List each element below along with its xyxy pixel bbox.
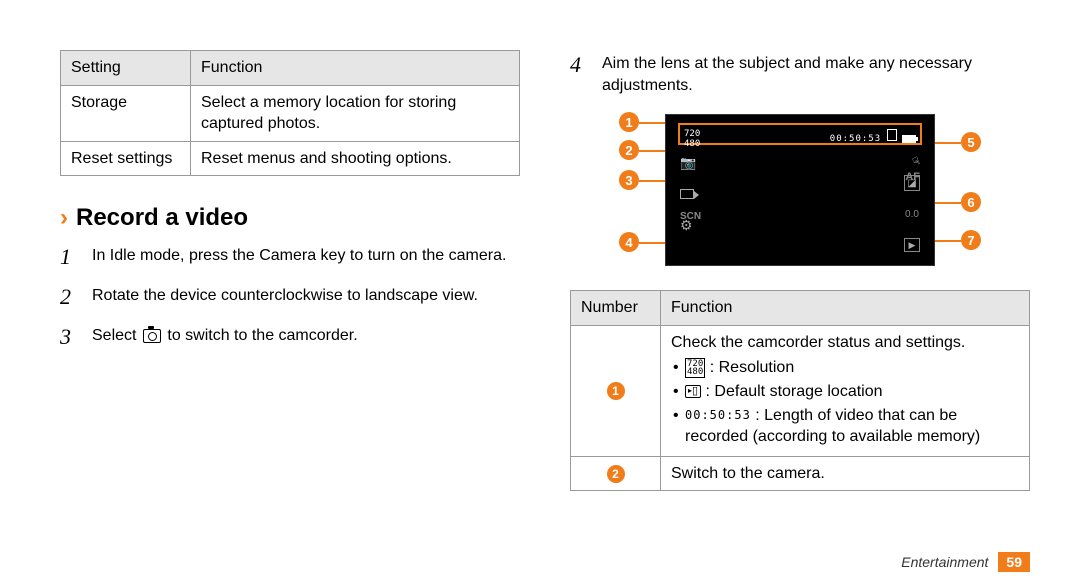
setting-name: Storage — [61, 85, 191, 141]
scn-label: SCN — [680, 211, 701, 222]
callout-badge-7: 7 — [961, 230, 981, 250]
steps-list: 1 In Idle mode, press the Camera key to … — [60, 242, 520, 351]
function-header: Function — [661, 291, 1030, 326]
callout-badge-6: 6 — [961, 192, 981, 212]
bullet-item: 720480 : Resolution — [671, 357, 1019, 379]
step-number: 3 — [60, 322, 80, 352]
settings-table: Setting Function Storage Select a memory… — [60, 50, 520, 176]
resolution-icon: 720480 — [684, 129, 700, 149]
setting-function: Select a memory location for storing cap… — [191, 85, 520, 141]
camcorder-icon — [680, 189, 694, 199]
step-text: In Idle mode, press the Camera key to tu… — [92, 242, 520, 272]
camcorder-figure: 1 2 3 4 5 6 7 720 — [595, 106, 1005, 276]
settings-header-function: Function — [191, 51, 520, 86]
row-number: 1 — [571, 325, 661, 456]
chevron-icon: › — [60, 204, 68, 232]
number-header: Number — [571, 291, 661, 326]
storage-icon: ▯ — [685, 385, 701, 398]
play-icon: ▶ — [904, 238, 920, 252]
table-row: 1 Check the camcorder status and setting… — [571, 325, 1030, 456]
step-number: 4 — [570, 50, 590, 96]
touch-icon: ☟ — [913, 155, 920, 168]
section-heading: › Record a video — [60, 204, 520, 232]
page-footer: Entertainment 59 — [901, 552, 1030, 572]
function-bullets: 720480 : Resolution ▯ : Default storage … — [671, 357, 1019, 447]
setting-function: Reset menus and shooting options. — [191, 141, 520, 176]
callout-badge-2: 2 — [619, 140, 639, 160]
step-item: 3 Select to switch to the camcorder. — [60, 322, 520, 352]
section-title: Record a video — [76, 204, 248, 232]
callout-badge-1: 1 — [619, 112, 639, 132]
status-right: 00:50:53 — [830, 129, 916, 149]
row-number: 2 — [571, 456, 661, 491]
table-row: Reset settings Reset menus and shooting … — [61, 141, 520, 176]
table-row: 2 Switch to the camera. — [571, 456, 1030, 491]
step-text: Rotate the device counterclockwise to la… — [92, 282, 520, 312]
footer-section: Entertainment — [901, 554, 988, 570]
step-item: 2 Rotate the device counterclockwise to … — [60, 282, 520, 312]
bullet-item: ▯ : Default storage location — [671, 381, 1019, 403]
row-function: Check the camcorder status and settings.… — [661, 325, 1030, 456]
camcorder-screen: 720480 00:50:53 📷 ⚙ SCN — [665, 114, 935, 266]
callout-badge-4: 4 — [619, 232, 639, 252]
setting-name: Reset settings — [61, 141, 191, 176]
page-number: 59 — [998, 552, 1030, 572]
time-icon: 00:50:53 — [685, 407, 751, 423]
row-function: Switch to the camera. — [661, 456, 1030, 491]
camera-switch-icon: 📷 — [680, 155, 696, 171]
camera-icon — [143, 329, 161, 343]
table-row: Storage Select a memory location for sto… — [61, 85, 520, 141]
step-text: Select to switch to the camcorder. — [92, 322, 520, 352]
settings-header-setting: Setting — [61, 51, 191, 86]
record-time: 00:50:53 — [830, 134, 881, 144]
resolution-icon: 720480 — [685, 358, 705, 378]
step-text: Aim the lens at the subject and make any… — [602, 50, 1030, 96]
ev-value: 0.0 — [905, 209, 919, 220]
number-table: Number Function 1 Check the camcorder st… — [570, 290, 1030, 491]
callout-badge-3: 3 — [619, 170, 639, 190]
callout-badge-5: 5 — [961, 132, 981, 152]
step-number: 1 — [60, 242, 80, 272]
screen-status-bar: 720480 00:50:53 — [678, 123, 922, 145]
function-intro: Check the camcorder status and settings. — [671, 332, 1019, 354]
step-number: 2 — [60, 282, 80, 312]
battery-icon — [902, 135, 916, 143]
step-item: 1 In Idle mode, press the Camera key to … — [60, 242, 520, 272]
bullet-item: 00:50:53 : Length of video that can be r… — [671, 405, 1019, 448]
step-item: 4 Aim the lens at the subject and make a… — [570, 50, 1030, 96]
storage-icon — [887, 129, 897, 141]
exposure-icon: ◪ — [904, 175, 920, 191]
